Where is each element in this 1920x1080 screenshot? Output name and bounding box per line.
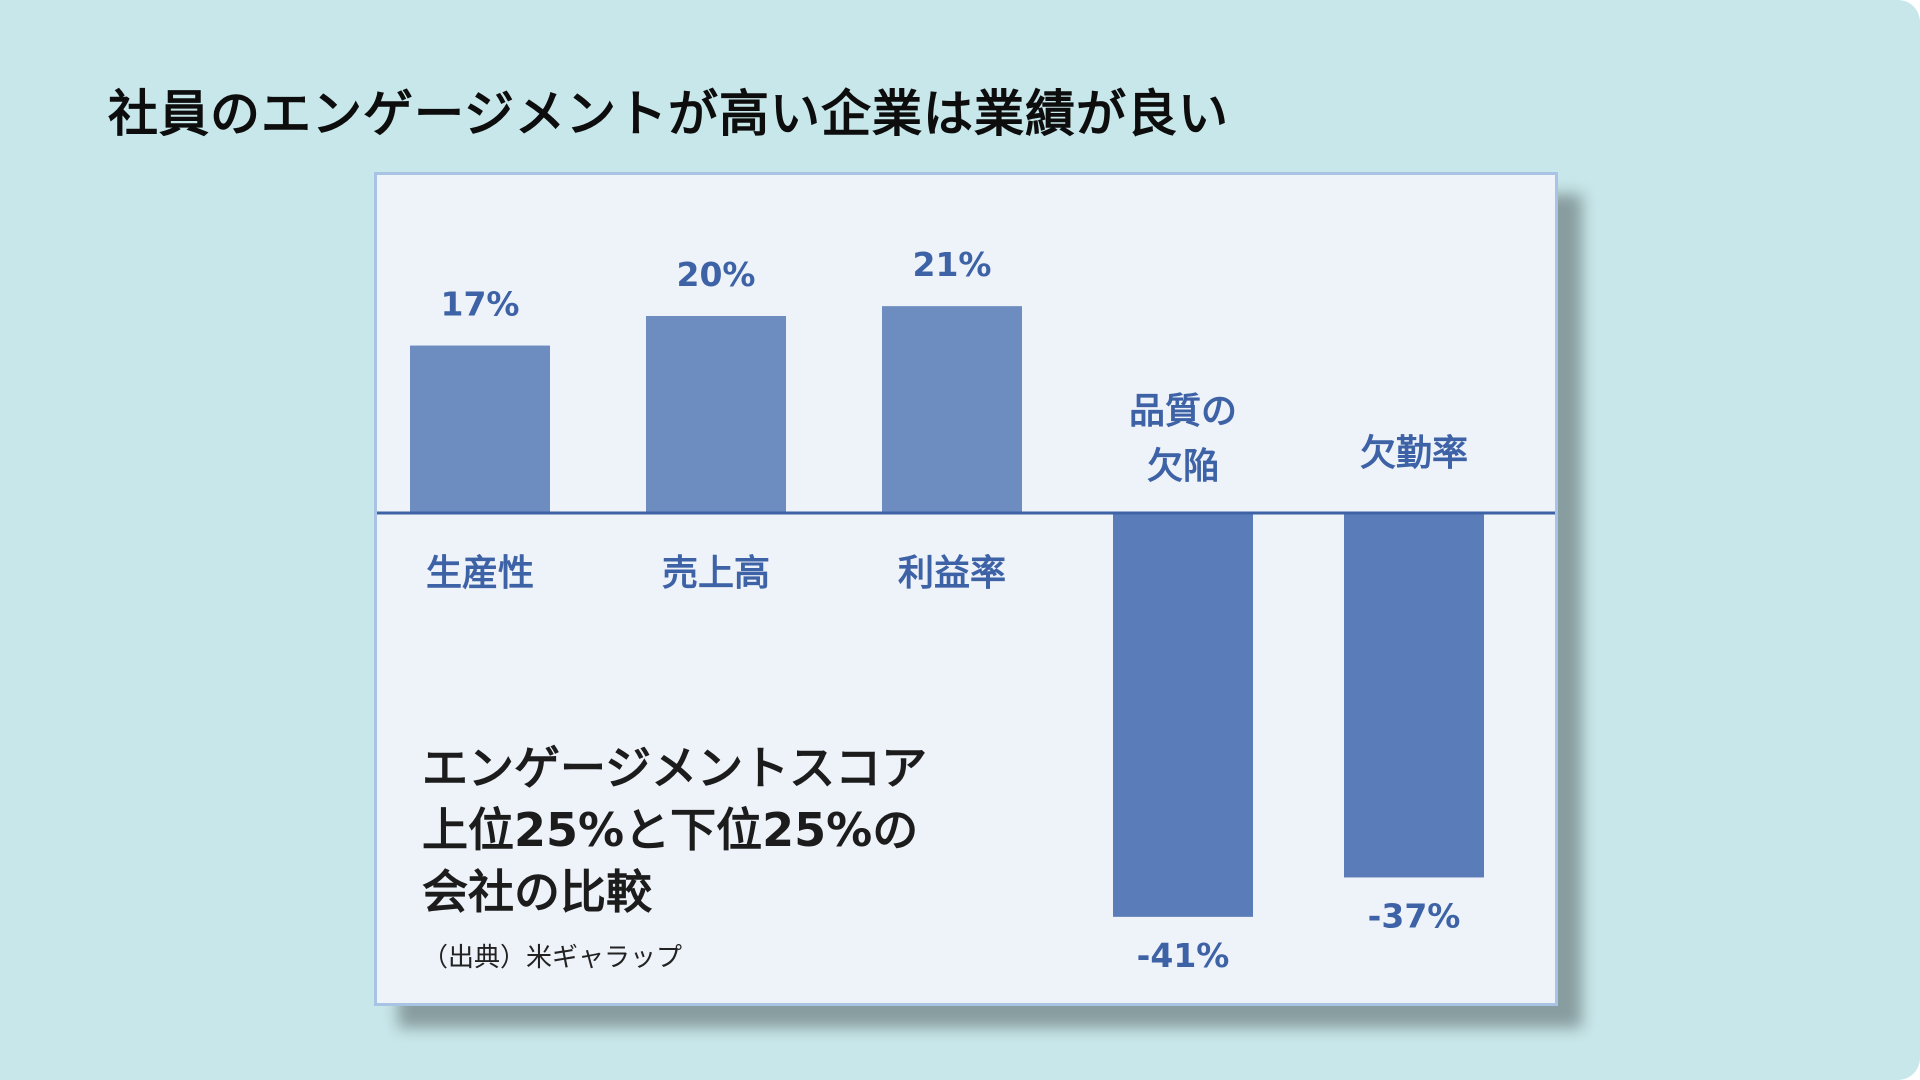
value-label-2: 20% [677,255,756,294]
category-label-4-line-1: 品質の [1129,391,1237,432]
category-label-1: 生産性 [426,553,534,594]
page-title: 社員のエンゲージメントが高い企業は業績が良い [108,85,1229,143]
chart-card: 17% 生産性 20% 売上高 21% 利益率 -41% 品質の欠陥 -37% 欠勤率 エンゲージ… [374,172,1558,1006]
value-label-3: 21% [913,245,992,284]
chart-source: （出典）米ギャラップ [422,943,683,973]
category-label-3: 利益率 [898,553,1006,594]
annotation-line-1: エンゲージメントスコア [422,741,928,795]
category-label-2: 売上高 [662,553,770,594]
bar-1 [410,345,550,513]
value-label-4: -41% [1137,936,1230,975]
value-label-1: 17% [441,285,520,324]
annotation-line-3: 会社の比較 [422,865,652,919]
bar-2 [646,316,786,513]
bar-4 [1113,513,1253,917]
bar-5 [1344,513,1484,878]
category-label-5-line-1: 欠勤率 [1360,432,1468,474]
value-label-5: -37% [1368,896,1461,935]
annotation-line-2: 上位25%と下位25%の [422,803,919,857]
chart-annotation: エンゲージメントスコア 上位25%と下位25%の 会社の比較 [422,737,927,923]
category-label-4-line-2: 欠陥 [1147,445,1219,487]
bar-3 [882,306,1022,513]
